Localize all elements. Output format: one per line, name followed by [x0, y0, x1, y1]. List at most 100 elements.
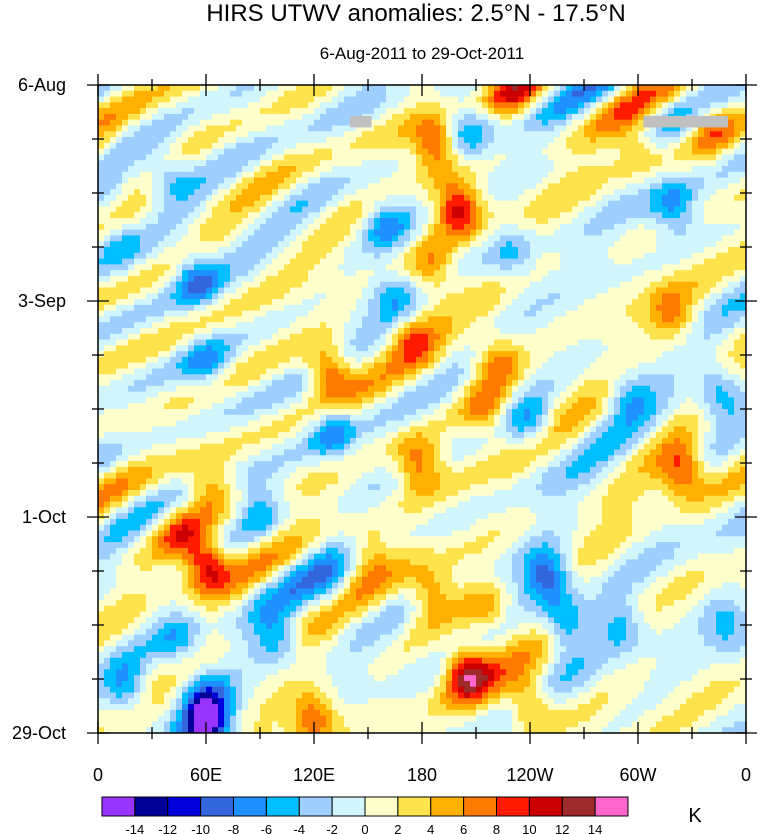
field-cell — [104, 119, 111, 127]
field-cell — [536, 241, 543, 248]
field-cell — [740, 108, 746, 115]
field-cell — [650, 310, 657, 318]
field-cell — [686, 171, 693, 179]
field-cell — [476, 96, 483, 103]
field-cell — [308, 316, 315, 323]
field-cell — [584, 252, 591, 260]
field-cell — [206, 189, 213, 196]
field-cell — [338, 212, 345, 219]
field-cell — [584, 264, 591, 271]
field-cell — [566, 194, 573, 202]
field-cell — [704, 339, 711, 346]
field-cell — [668, 212, 675, 219]
field-cell — [188, 212, 195, 219]
field-cell — [620, 113, 627, 121]
field-cell — [518, 177, 525, 184]
field-cell — [224, 293, 231, 300]
field-cell — [146, 166, 153, 173]
field-cell — [476, 310, 483, 318]
field-cell — [548, 218, 555, 225]
field-cell — [158, 247, 165, 254]
field-cell — [488, 177, 495, 184]
field-cell — [434, 171, 441, 179]
field-cell — [572, 206, 579, 213]
field-cell — [494, 247, 501, 254]
field-cell — [206, 200, 213, 208]
field-cell — [428, 131, 435, 138]
field-cell — [278, 154, 285, 161]
field-cell — [542, 293, 549, 300]
field-cell — [434, 275, 441, 283]
field-cell — [530, 200, 537, 208]
field-cell — [248, 171, 255, 179]
field-cell — [254, 281, 261, 289]
field-cell — [452, 148, 459, 156]
field-cell — [440, 177, 447, 184]
field-cell — [584, 119, 591, 127]
field-cell — [524, 339, 531, 346]
field-cell — [524, 293, 531, 300]
field-cell — [518, 322, 525, 329]
field-cell — [464, 235, 471, 242]
field-cell — [386, 264, 393, 271]
field-cell — [404, 96, 411, 103]
field-cell — [680, 96, 687, 103]
field-cell — [302, 85, 309, 92]
field-cell — [608, 339, 615, 346]
field-cell — [164, 194, 171, 202]
field-cell — [716, 90, 723, 98]
field-cell — [434, 102, 441, 109]
field-cell — [554, 223, 561, 231]
field-cell — [188, 316, 195, 323]
field-cell — [308, 218, 315, 225]
field-cell — [596, 310, 603, 318]
field-cell — [464, 194, 471, 202]
field-cell — [734, 212, 741, 219]
field-cell — [734, 252, 741, 260]
field-cell — [164, 212, 171, 219]
field-cell — [680, 177, 687, 184]
field-cell — [644, 310, 651, 318]
field-cell — [674, 264, 681, 271]
field-cell — [188, 102, 195, 109]
field-cell — [362, 166, 369, 173]
field-cell — [674, 177, 681, 184]
field-cell — [152, 108, 159, 115]
field-cell — [518, 189, 525, 196]
field-cell — [740, 148, 746, 156]
field-cell — [314, 223, 321, 231]
field-cell — [416, 264, 423, 271]
field-cell — [344, 229, 351, 237]
field-cell — [308, 339, 315, 346]
plot-area — [97, 84, 747, 734]
field-cell — [230, 287, 237, 294]
field-cell — [404, 218, 411, 225]
field-cell — [668, 235, 675, 242]
field-cell — [716, 171, 723, 179]
field-cell — [206, 270, 213, 277]
field-cell — [326, 113, 333, 121]
field-cell — [482, 108, 489, 115]
field-cell — [602, 287, 609, 294]
field-cell — [152, 293, 159, 300]
field-cell — [350, 252, 357, 260]
field-cell — [230, 200, 237, 208]
field-cell — [506, 171, 513, 179]
field-cell — [224, 160, 231, 167]
field-cell — [632, 270, 639, 277]
field-cell — [242, 137, 249, 144]
field-cell — [188, 160, 195, 167]
field-cell — [698, 322, 705, 329]
field-cell — [692, 345, 699, 352]
field-cell — [536, 102, 543, 109]
field-cell — [608, 223, 615, 231]
field-cell — [638, 270, 645, 277]
field-cell — [374, 229, 381, 237]
field-cell — [206, 137, 213, 144]
field-cell — [722, 247, 729, 254]
field-cell — [458, 304, 465, 312]
field-cell — [260, 304, 267, 312]
field-cell — [500, 275, 507, 283]
field-cell — [260, 252, 267, 260]
field-cell — [692, 252, 699, 260]
